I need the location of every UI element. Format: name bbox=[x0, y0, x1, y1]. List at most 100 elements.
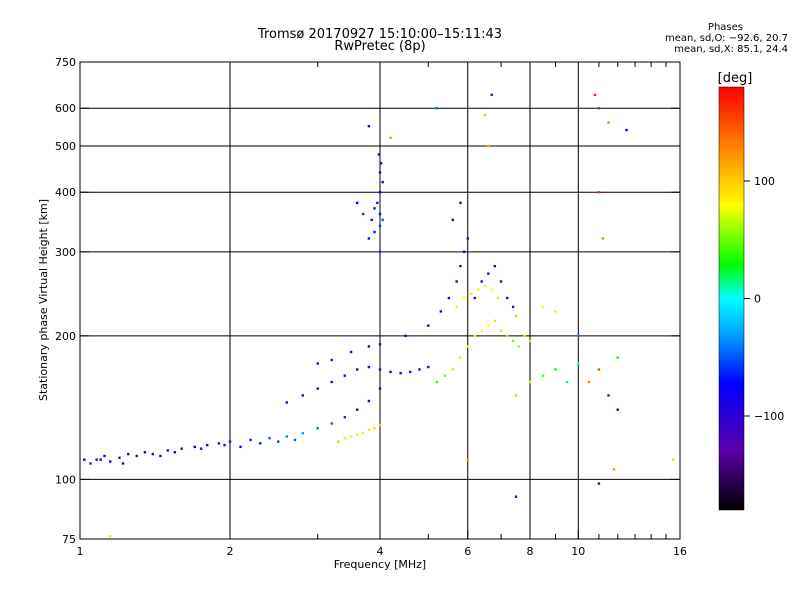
x-tick-label: 8 bbox=[527, 545, 534, 558]
data-point bbox=[541, 305, 545, 309]
data-point bbox=[671, 458, 675, 461]
data-point bbox=[477, 288, 480, 291]
x-axis: 1 2 4 6 8 10 16 bbox=[77, 62, 687, 558]
data-point bbox=[378, 212, 382, 216]
data-point bbox=[480, 329, 483, 332]
data-point bbox=[285, 435, 288, 438]
colorbar-tick-label: 100 bbox=[754, 175, 775, 188]
data-point bbox=[455, 280, 458, 283]
data-point bbox=[466, 458, 469, 461]
data-point bbox=[612, 468, 616, 471]
data-point bbox=[343, 416, 347, 419]
x-axis-label: Frequency [MHz] bbox=[334, 558, 426, 571]
data-point bbox=[378, 224, 382, 228]
data-point bbox=[439, 310, 443, 313]
data-point bbox=[330, 422, 333, 425]
data-point bbox=[601, 237, 605, 240]
colorbar-label: [deg] bbox=[718, 71, 753, 86]
data-point bbox=[217, 442, 221, 445]
stats-title: Phases bbox=[707, 22, 743, 33]
data-point bbox=[493, 264, 497, 268]
data-point bbox=[616, 356, 619, 359]
data-point bbox=[205, 443, 209, 447]
data-point bbox=[193, 445, 197, 449]
data-point bbox=[239, 445, 242, 449]
data-point bbox=[95, 458, 98, 461]
data-point bbox=[587, 380, 591, 384]
data-point bbox=[228, 440, 232, 443]
data-point bbox=[143, 451, 147, 454]
data-point bbox=[159, 454, 162, 458]
data-point bbox=[349, 350, 353, 354]
data-point bbox=[373, 207, 376, 210]
data-point bbox=[466, 345, 469, 348]
data-point bbox=[381, 180, 384, 184]
data-point bbox=[607, 394, 610, 397]
data-point bbox=[389, 136, 392, 140]
data-point bbox=[399, 371, 402, 375]
data-point bbox=[316, 362, 319, 365]
data-point bbox=[378, 250, 382, 254]
data-point bbox=[378, 191, 382, 194]
data-point bbox=[373, 427, 376, 430]
data-point bbox=[103, 454, 106, 458]
data-point bbox=[554, 368, 557, 371]
data-point bbox=[483, 284, 487, 287]
y-tick-label: 400 bbox=[55, 186, 76, 199]
stats-x-line: mean, sd,X: 85.1, 24.4 bbox=[674, 44, 788, 55]
data-point bbox=[355, 368, 359, 371]
data-point bbox=[355, 408, 359, 411]
data-point bbox=[249, 438, 252, 442]
data-point bbox=[223, 443, 226, 447]
data-point bbox=[625, 128, 628, 132]
data-point bbox=[517, 345, 521, 348]
data-point bbox=[496, 296, 500, 300]
colorbar-ticks: 100 0 −100 bbox=[744, 175, 784, 423]
data-point bbox=[451, 218, 455, 222]
data-point bbox=[427, 365, 430, 369]
data-point bbox=[367, 365, 371, 369]
y-tick-label: 500 bbox=[55, 140, 76, 153]
data-point bbox=[381, 218, 384, 222]
data-point bbox=[466, 237, 469, 240]
data-point bbox=[166, 449, 169, 452]
data-point bbox=[349, 435, 353, 438]
data-point bbox=[541, 374, 545, 377]
data-point bbox=[443, 374, 447, 377]
data-point bbox=[523, 334, 526, 338]
data-point bbox=[597, 368, 601, 371]
data-point bbox=[418, 368, 421, 371]
data-point bbox=[343, 374, 347, 377]
colorbar-tick-label: 0 bbox=[754, 293, 761, 306]
data-point bbox=[435, 107, 438, 110]
data-point bbox=[118, 456, 121, 459]
data-point bbox=[373, 230, 376, 234]
data-point bbox=[597, 191, 601, 194]
x-tick-label: 10 bbox=[571, 545, 585, 558]
data-point bbox=[480, 280, 483, 283]
data-point bbox=[379, 162, 383, 165]
data-point bbox=[427, 324, 430, 327]
data-point bbox=[451, 368, 455, 371]
data-point bbox=[607, 121, 610, 124]
data-point bbox=[378, 368, 382, 371]
data-point bbox=[616, 408, 619, 411]
data-point bbox=[514, 495, 518, 498]
data-point bbox=[268, 437, 271, 440]
data-point bbox=[367, 125, 371, 128]
colorbar bbox=[718, 86, 745, 511]
data-point bbox=[316, 427, 319, 430]
data-point bbox=[514, 314, 518, 318]
data-point bbox=[565, 380, 569, 384]
data-point bbox=[367, 428, 371, 432]
data-point bbox=[259, 442, 262, 445]
data-point bbox=[459, 201, 462, 205]
data-point bbox=[404, 334, 407, 338]
data-point bbox=[293, 438, 297, 442]
data-point bbox=[493, 319, 497, 323]
data-point bbox=[597, 482, 601, 485]
data-point bbox=[511, 305, 515, 309]
data-point bbox=[378, 343, 382, 346]
y-tick-label: 300 bbox=[55, 246, 76, 259]
y-axis-label: Stationary phase Virtual Height [km] bbox=[37, 199, 50, 401]
